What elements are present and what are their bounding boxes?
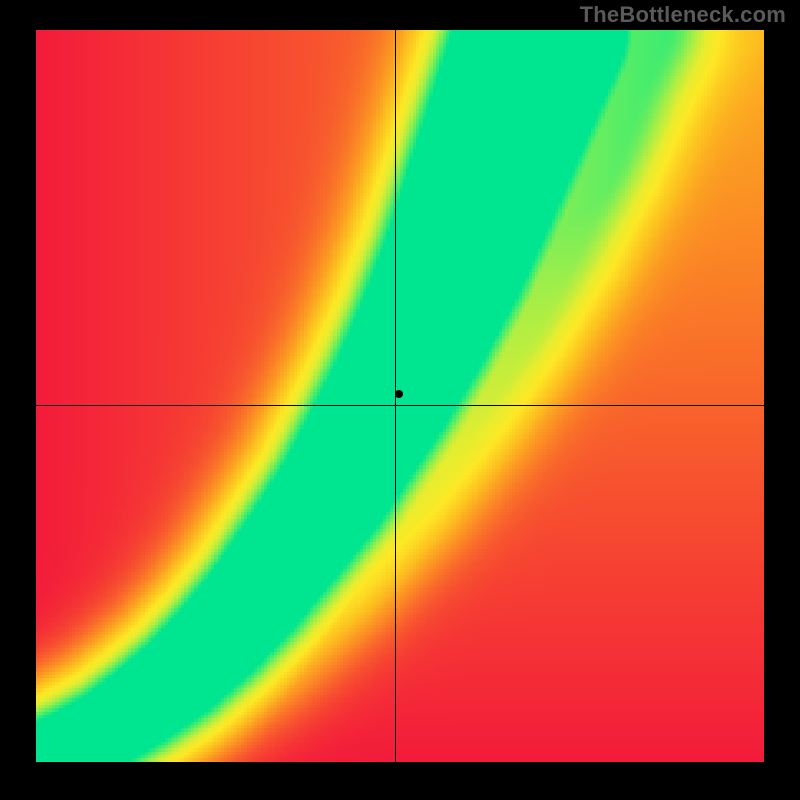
plot-area — [36, 30, 764, 762]
watermark-text: TheBottleneck.com — [580, 2, 786, 28]
crosshair-horizontal — [36, 405, 764, 406]
marker-dot — [395, 390, 403, 398]
chart-frame: TheBottleneck.com — [0, 0, 800, 800]
